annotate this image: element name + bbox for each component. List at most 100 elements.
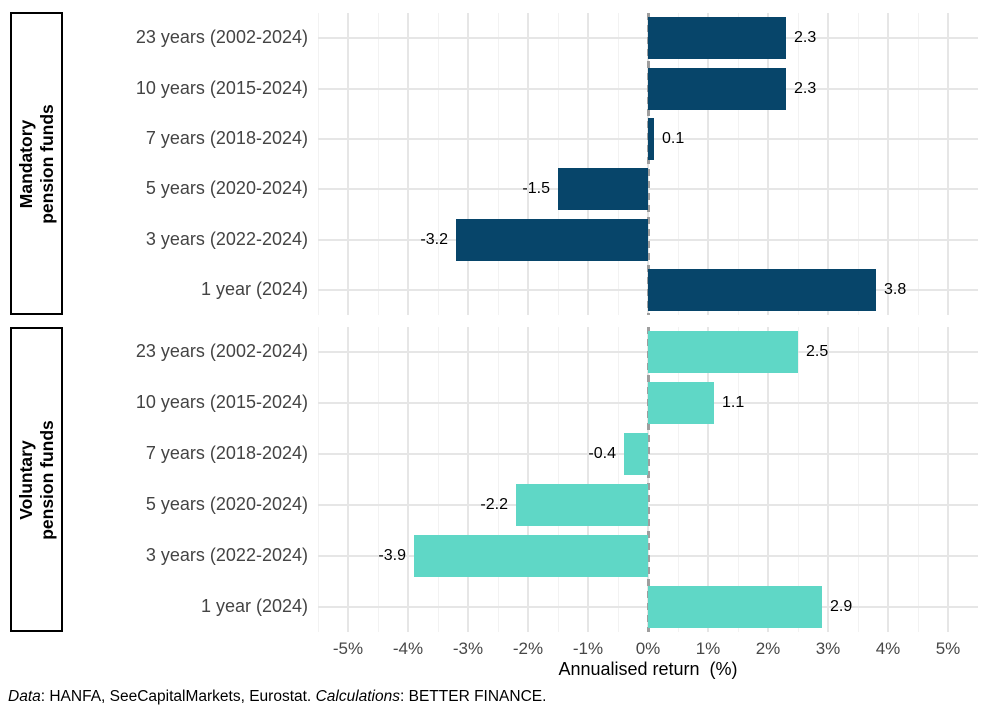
bar-voluntary-3 xyxy=(624,433,648,476)
gridline-minor-vertical xyxy=(917,327,919,632)
gridline-major-vertical xyxy=(827,13,829,315)
gridline-minor-vertical xyxy=(617,13,619,315)
category-label: 7 years (2018-2024) xyxy=(145,127,308,148)
bar-value-label: 3.8 xyxy=(884,280,907,298)
panel-mandatory: 2.3 2.3 0.1 -1.5 -3.2 3.8 xyxy=(318,13,978,315)
bar-voluntary-5 xyxy=(414,534,648,577)
caption-part: Data xyxy=(8,688,41,705)
bar-voluntary-2 xyxy=(648,382,714,425)
x-tick-label: 0% xyxy=(635,639,661,658)
gridline-major-vertical xyxy=(767,13,769,315)
x-tick-label: -4% xyxy=(392,639,424,658)
gridline-minor-vertical xyxy=(677,13,679,315)
x-tick-label: 1% xyxy=(695,639,721,658)
gridline-minor-vertical xyxy=(318,327,319,632)
facet-label-mandatory: Mandatory pension funds xyxy=(16,104,58,224)
gridline-minor-vertical xyxy=(437,327,439,632)
x-tick-label: -2% xyxy=(512,639,544,658)
caption: Data: HANFA, SeeCapitalMarkets, Eurostat… xyxy=(8,688,546,706)
bar-value-label: -0.4 xyxy=(588,445,616,463)
gridline-minor-vertical xyxy=(977,327,978,632)
x-tick-label: -5% xyxy=(332,639,364,658)
gridline-major-vertical xyxy=(887,13,889,315)
gridline-major-vertical xyxy=(527,327,529,632)
facet-label-mandatory-line1: Mandatory xyxy=(15,119,36,208)
caption-part: : HANFA, SeeCapitalMarkets, Eurostat. xyxy=(40,688,316,705)
bar-value-label: -1.5 xyxy=(522,180,550,198)
facet-label-voluntary-line2: pension funds xyxy=(36,419,57,540)
category-label: 10 years (2015-2024) xyxy=(135,77,308,98)
gridline-minor-vertical xyxy=(857,13,859,315)
x-tick-label: 2% xyxy=(755,639,781,658)
gridline-minor-vertical xyxy=(557,327,559,632)
caption-part: : BETTER FINANCE. xyxy=(400,688,547,705)
gridline-minor-vertical xyxy=(377,13,379,315)
bar-value-label: 2.5 xyxy=(806,343,829,361)
gridline-major-vertical xyxy=(347,327,349,632)
bar-voluntary-4 xyxy=(516,483,648,526)
category-label: 1 year (2024) xyxy=(200,278,308,299)
facet-box-voluntary: Voluntary pension funds xyxy=(10,327,63,632)
gridline-major-vertical xyxy=(347,13,349,315)
gridline-minor-vertical xyxy=(797,327,799,632)
gridline-minor-vertical xyxy=(917,13,919,315)
category-label: 23 years (2002-2024) xyxy=(135,341,308,362)
gridline-major-vertical xyxy=(467,327,469,632)
gridline-major-vertical xyxy=(407,327,409,632)
x-tick-label: 3% xyxy=(815,639,841,658)
gridline-minor-vertical xyxy=(557,13,559,315)
gridline-major-vertical xyxy=(527,13,529,315)
gridline-major-vertical xyxy=(827,327,829,632)
bar-mandatory-2 xyxy=(648,67,786,110)
gridline-minor-vertical xyxy=(857,327,859,632)
category-label: 3 years (2022-2024) xyxy=(145,544,308,565)
facet-label-voluntary: Voluntary pension funds xyxy=(16,420,58,540)
x-tick-label: -1% xyxy=(572,639,604,658)
gridline-minor-vertical xyxy=(797,13,799,315)
gridline-major-vertical xyxy=(407,13,409,315)
bar-value-label: 2.9 xyxy=(830,597,853,615)
bar-value-label: 2.3 xyxy=(794,29,817,47)
bar-mandatory-3 xyxy=(648,117,654,160)
gridline-major-vertical xyxy=(707,327,709,632)
gridline-major-vertical xyxy=(947,13,949,315)
bar-mandatory-5 xyxy=(456,218,648,261)
gridline-minor-vertical xyxy=(318,13,319,315)
x-axis-title: Annualised return (%) xyxy=(558,659,738,679)
bar-voluntary-1 xyxy=(648,331,798,374)
bar-value-label: 0.1 xyxy=(662,129,685,147)
category-label: 1 year (2024) xyxy=(200,595,308,616)
gridline-minor-vertical xyxy=(377,327,379,632)
x-tick-label: -3% xyxy=(452,639,484,658)
caption-part: Calculations xyxy=(315,688,400,705)
bar-value-label: -3.2 xyxy=(420,230,448,248)
category-label: 5 years (2020-2024) xyxy=(145,493,308,514)
gridline-major-vertical xyxy=(587,13,589,315)
category-label: 3 years (2022-2024) xyxy=(145,228,308,249)
gridline-major-vertical xyxy=(467,13,469,315)
bar-value-label: -3.9 xyxy=(378,546,406,564)
bar-value-label: -2.2 xyxy=(480,495,508,513)
gridline-major-vertical xyxy=(707,13,709,315)
zero-reference-line xyxy=(646,327,650,632)
gridline-minor-vertical xyxy=(437,13,439,315)
facet-box-mandatory: Mandatory pension funds xyxy=(10,12,63,315)
bar-voluntary-6 xyxy=(648,585,822,628)
gridline-major-vertical xyxy=(767,327,769,632)
gridline-minor-vertical xyxy=(677,327,679,632)
facet-label-mandatory-line2: pension funds xyxy=(36,103,57,224)
bar-mandatory-6 xyxy=(648,268,876,311)
gridline-minor-vertical xyxy=(977,13,978,315)
bar-value-label: 1.1 xyxy=(722,394,745,412)
facet-label-voluntary-line1: Voluntary xyxy=(15,439,36,520)
gridline-major-vertical xyxy=(947,327,949,632)
gridline-minor-vertical xyxy=(737,13,739,315)
category-label: 23 years (2002-2024) xyxy=(135,27,308,48)
gridline-major-vertical xyxy=(587,327,589,632)
panel-voluntary: 2.5 1.1 -0.4 -2.2 -3.9 2.9 xyxy=(318,327,978,632)
x-tick-label: 5% xyxy=(935,639,961,658)
bar-value-label: 2.3 xyxy=(794,79,817,97)
gridline-minor-vertical xyxy=(497,13,499,315)
bar-mandatory-4 xyxy=(558,168,648,211)
